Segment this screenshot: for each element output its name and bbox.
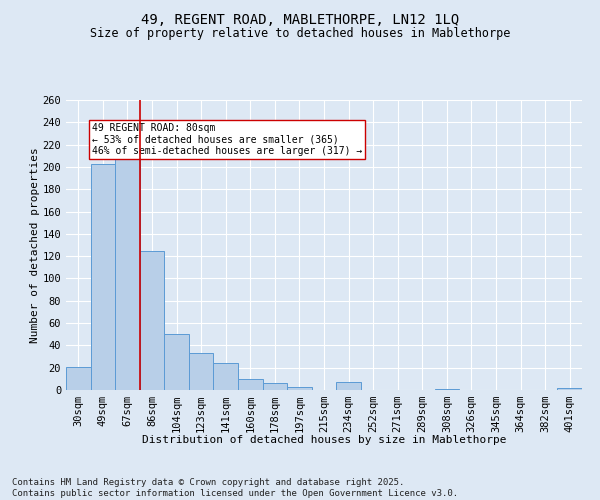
Bar: [214, 363, 238, 390]
Bar: [91, 164, 115, 390]
Bar: [238, 379, 263, 390]
Bar: [115, 150, 140, 390]
Text: 49, REGENT ROAD, MABLETHORPE, LN12 1LQ: 49, REGENT ROAD, MABLETHORPE, LN12 1LQ: [141, 12, 459, 26]
Bar: [164, 334, 189, 390]
Text: Size of property relative to detached houses in Mablethorpe: Size of property relative to detached ho…: [90, 28, 510, 40]
Text: Contains HM Land Registry data © Crown copyright and database right 2025.
Contai: Contains HM Land Registry data © Crown c…: [12, 478, 458, 498]
Bar: [140, 250, 164, 390]
Y-axis label: Number of detached properties: Number of detached properties: [29, 147, 40, 343]
X-axis label: Distribution of detached houses by size in Mablethorpe: Distribution of detached houses by size …: [142, 435, 506, 445]
Bar: [336, 382, 361, 390]
Bar: [263, 384, 287, 390]
Text: 49 REGENT ROAD: 80sqm
← 53% of detached houses are smaller (365)
46% of semi-det: 49 REGENT ROAD: 80sqm ← 53% of detached …: [92, 123, 362, 156]
Bar: [434, 389, 459, 390]
Bar: [66, 366, 91, 390]
Bar: [287, 386, 312, 390]
Bar: [189, 353, 214, 390]
Bar: [557, 388, 582, 390]
